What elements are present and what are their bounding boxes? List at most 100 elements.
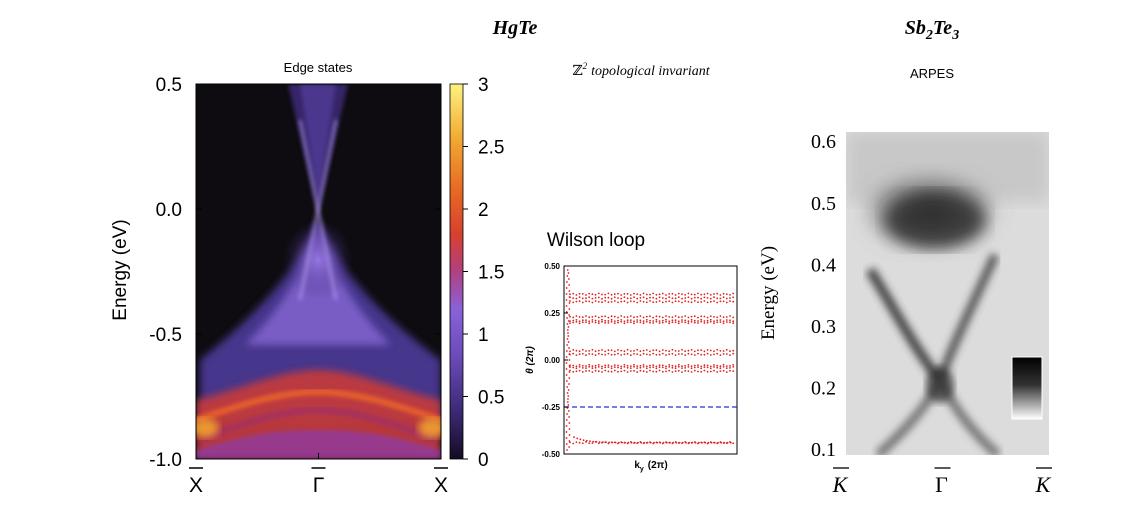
wilson-point [607, 292, 610, 295]
wilson-point [588, 363, 591, 366]
wilson-point [637, 441, 639, 444]
wilson-point [567, 398, 569, 400]
wilson-point [566, 449, 568, 451]
wilson-point [607, 322, 610, 324]
wilson-point [639, 350, 642, 353]
colorbar-ticks: 3 2.5 2 1.5 1 0.5 0 [463, 75, 504, 471]
wilson-point [697, 352, 699, 355]
colorbar-tick-label: 0 [478, 450, 489, 471]
wilson-point [652, 320, 655, 322]
wilson-point [610, 370, 613, 373]
wilson-point [719, 367, 722, 370]
wilson-point [668, 364, 671, 366]
wilson-point [581, 297, 584, 300]
wilson-point [722, 369, 725, 372]
wilson-point [725, 319, 728, 321]
wilson-point [623, 353, 626, 356]
wilson-point [649, 350, 651, 353]
wilson-point [597, 349, 600, 352]
wilson-point [706, 316, 709, 319]
wilson-point [681, 293, 683, 295]
wilson-point [636, 365, 639, 367]
wilson-point [684, 365, 687, 367]
wilson-ytick-label: -0.25 [542, 403, 561, 412]
wilson-point [581, 293, 584, 295]
wilson-point [613, 322, 616, 324]
wilson-point [588, 316, 591, 319]
wilson-point [665, 320, 667, 323]
wilson-point [671, 364, 674, 367]
wilson-point [591, 319, 594, 321]
wilson-point [610, 320, 613, 323]
wilson-point [566, 344, 569, 346]
wilson-point [573, 436, 575, 438]
wilson-point [642, 352, 645, 355]
wilson-point [722, 300, 725, 303]
wilson-point [569, 441, 571, 444]
wilson-point [713, 364, 715, 366]
wilson-point [655, 370, 658, 373]
wilson-point [661, 319, 664, 322]
wilson-point [697, 292, 699, 295]
edge-states-ytick-label: -1.0 [149, 450, 182, 471]
wilson-point [566, 323, 569, 325]
wilson-point [709, 300, 712, 303]
wilson-point [725, 301, 728, 304]
wilson-point [581, 352, 584, 355]
wilson-point [633, 300, 635, 303]
wilson-point [578, 369, 581, 372]
wilson-point [639, 294, 642, 296]
wilson-point [690, 349, 693, 351]
wilson-point [623, 320, 626, 323]
wilson-point [659, 441, 662, 444]
wilson-point [652, 349, 655, 352]
wilson-point [652, 292, 655, 295]
wilson-point [569, 322, 571, 324]
wilson-point [572, 366, 575, 369]
wilson-point [649, 300, 651, 302]
wilson-point [578, 292, 581, 295]
wilson-point [655, 301, 658, 303]
wilson-point [617, 297, 619, 299]
wilson-point [645, 353, 648, 356]
wilson-point [719, 354, 722, 356]
wilson-point [652, 364, 655, 366]
wilson-point [703, 322, 706, 324]
wilson-point [581, 321, 584, 324]
wilson-point [722, 353, 725, 355]
wilson-point [729, 369, 731, 372]
wilson-point [652, 316, 655, 319]
wilson-point [601, 301, 603, 304]
wilson-point [591, 301, 594, 304]
wilson-point [567, 389, 570, 391]
wilson-point [623, 296, 626, 299]
wilson-point [633, 353, 635, 355]
wilson-point [677, 320, 680, 323]
wilson-point [652, 322, 655, 324]
wilson-point [572, 364, 575, 367]
wilson-point [567, 332, 569, 334]
wilson-point [649, 319, 651, 322]
wilson-point [677, 363, 680, 366]
wilson-point [604, 293, 607, 296]
wilson-ytick-label: -0.50 [542, 450, 561, 459]
wilson-point [681, 365, 683, 367]
wilson-point [693, 300, 696, 302]
wilson-point [674, 294, 677, 296]
wilson-point [568, 365, 571, 367]
wilson-point [684, 367, 687, 369]
wilson-point [703, 293, 706, 296]
wilson-point [693, 364, 696, 367]
wilson-point [704, 441, 707, 444]
wilson-point [642, 296, 645, 299]
wilson-point [572, 292, 575, 295]
wilson-point [639, 321, 642, 324]
wilson-point [713, 441, 716, 444]
wilson-point [697, 301, 699, 303]
wilson-point [687, 352, 690, 355]
wilson-point [565, 368, 568, 370]
wilson-point [725, 367, 728, 369]
wilson-point [671, 321, 674, 324]
wilson-point [624, 441, 627, 444]
wilson-point [690, 297, 693, 300]
